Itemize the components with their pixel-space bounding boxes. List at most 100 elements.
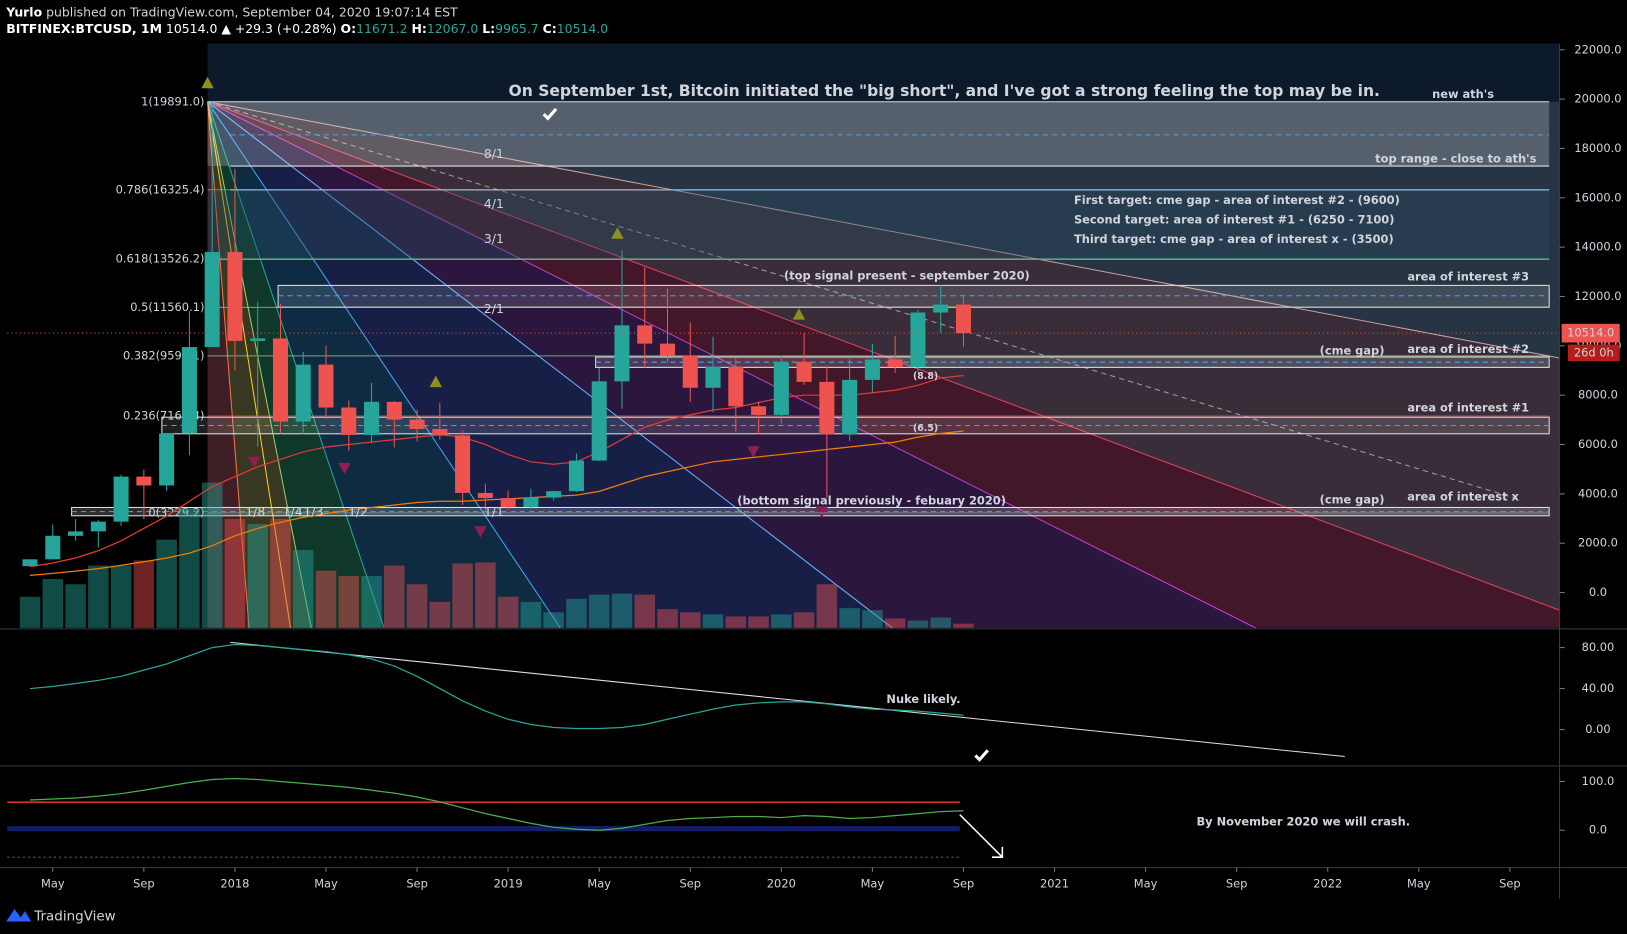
volume-bar bbox=[179, 508, 200, 628]
ohlc-value: 10514.0 bbox=[557, 21, 609, 36]
candle-body bbox=[136, 476, 152, 486]
x-tick-label: May bbox=[1134, 877, 1158, 891]
candle-body bbox=[113, 476, 129, 522]
volume-bar bbox=[953, 623, 974, 628]
last-price: 10514.0 bbox=[166, 21, 218, 36]
candle-body bbox=[591, 381, 607, 461]
volume-bar bbox=[771, 614, 792, 628]
volume-bar bbox=[839, 608, 860, 628]
annotation: top range - close to ath's bbox=[1375, 151, 1536, 165]
last-price-box bbox=[1561, 323, 1620, 343]
annotation: (cme gap) bbox=[1320, 493, 1385, 507]
volume-bar bbox=[566, 598, 587, 628]
checkmark bbox=[542, 107, 558, 121]
annotation: (top signal present - september 2020) bbox=[784, 269, 1030, 283]
volume-bar bbox=[543, 612, 564, 628]
candle-body bbox=[45, 535, 61, 560]
volume-bar bbox=[475, 562, 496, 628]
signal-down bbox=[474, 526, 487, 538]
annotation: (cme gap) bbox=[1320, 343, 1385, 357]
candle-body bbox=[614, 325, 630, 382]
countdown-label: 26d 0h bbox=[1574, 345, 1614, 359]
candle-body bbox=[500, 498, 516, 507]
x-tick-label: 2021 bbox=[1040, 877, 1069, 891]
volume-bar bbox=[611, 593, 633, 628]
ohlc-key: C: bbox=[543, 21, 557, 36]
x-tick-label: 2022 bbox=[1313, 877, 1342, 891]
countdown-box bbox=[1567, 344, 1620, 362]
volume-bar bbox=[452, 563, 473, 628]
candle-body bbox=[341, 407, 357, 435]
annotation: Second target: area of interest #1 - (62… bbox=[1074, 213, 1395, 227]
volume-bar bbox=[65, 584, 86, 628]
candle-body bbox=[68, 531, 84, 536]
annotation: (6.5) bbox=[913, 423, 938, 434]
annotation: new ath's bbox=[1432, 87, 1494, 101]
candle-body bbox=[864, 359, 880, 380]
gann-label: 1/1 bbox=[484, 504, 504, 519]
volume-bar bbox=[429, 601, 451, 628]
candle-body bbox=[887, 359, 903, 368]
brand: TradingView bbox=[33, 908, 115, 924]
annotation: (8.8) bbox=[913, 371, 938, 382]
brand-logo bbox=[6, 909, 32, 922]
candle-body bbox=[705, 366, 721, 388]
gann-label: 3/1 bbox=[484, 231, 504, 246]
moving-average bbox=[29, 374, 964, 568]
x-tick-label: 2019 bbox=[494, 877, 523, 891]
annotation: area of interest #1 bbox=[1407, 400, 1529, 414]
candle-body bbox=[318, 364, 334, 408]
x-tick-label: 2020 bbox=[767, 877, 796, 891]
annotation: Third target: cme gap - area of interest… bbox=[1074, 232, 1394, 246]
ohlc-key: L: bbox=[482, 21, 495, 36]
x-tick-label: May bbox=[314, 877, 338, 891]
volume-bar bbox=[292, 550, 314, 628]
y-tick-label: 80.00 bbox=[1582, 640, 1615, 654]
signal-up bbox=[611, 227, 624, 239]
candle-body bbox=[523, 497, 539, 507]
annotation: By November 2020 we will crash. bbox=[1196, 814, 1410, 828]
gann-label: 1/2 bbox=[348, 504, 368, 519]
y-tick-label: 6000.0 bbox=[1578, 437, 1618, 451]
y-tick-label: 100.0 bbox=[1582, 774, 1615, 788]
x-tick-label: Sep bbox=[406, 877, 427, 891]
volume-bar bbox=[224, 518, 246, 628]
volume-bar bbox=[497, 596, 519, 628]
symbol: BITFINEX:BTCUSD, 1M bbox=[6, 21, 162, 36]
candle-body bbox=[933, 304, 949, 313]
y-tick-label: 0.00 bbox=[1585, 722, 1610, 736]
candle-body bbox=[204, 252, 220, 348]
ohlc-value: 11671.2 bbox=[356, 21, 407, 36]
y-tick-label: 8000.0 bbox=[1578, 388, 1618, 402]
published: published on TradingView.com, September … bbox=[46, 4, 458, 19]
fib-label: 0(3229.2) bbox=[148, 505, 204, 519]
candle-body bbox=[682, 355, 698, 388]
volume-bar bbox=[384, 565, 405, 628]
fan-line bbox=[207, 101, 1560, 359]
gann-label: 1/3 bbox=[303, 504, 323, 519]
fib-label: 1(19891.0) bbox=[141, 94, 204, 108]
candle-body bbox=[90, 521, 106, 532]
fan-zone bbox=[207, 101, 1560, 628]
volume-bar bbox=[520, 601, 542, 628]
candle-body bbox=[637, 325, 653, 344]
y-tick-label: 14000.0 bbox=[1574, 240, 1621, 254]
volume-bar bbox=[816, 584, 838, 628]
volume-bar bbox=[725, 616, 747, 628]
volume-bar bbox=[110, 565, 132, 628]
x-tick-label: Sep bbox=[133, 877, 154, 891]
x-tick-label: Sep bbox=[1499, 877, 1520, 891]
candle-body bbox=[295, 364, 311, 422]
candle-body bbox=[159, 433, 175, 486]
y-tick-label: 18000.0 bbox=[1574, 141, 1621, 155]
volume-bar bbox=[201, 482, 223, 628]
candle-body bbox=[272, 338, 288, 422]
y-tick-label: 16000.0 bbox=[1574, 190, 1621, 204]
volume-bar bbox=[247, 524, 268, 628]
volume-bar bbox=[588, 594, 610, 628]
volume-bar bbox=[907, 620, 929, 628]
signal-down bbox=[338, 462, 351, 475]
candle-body bbox=[386, 401, 402, 420]
volume-bar bbox=[156, 539, 177, 628]
